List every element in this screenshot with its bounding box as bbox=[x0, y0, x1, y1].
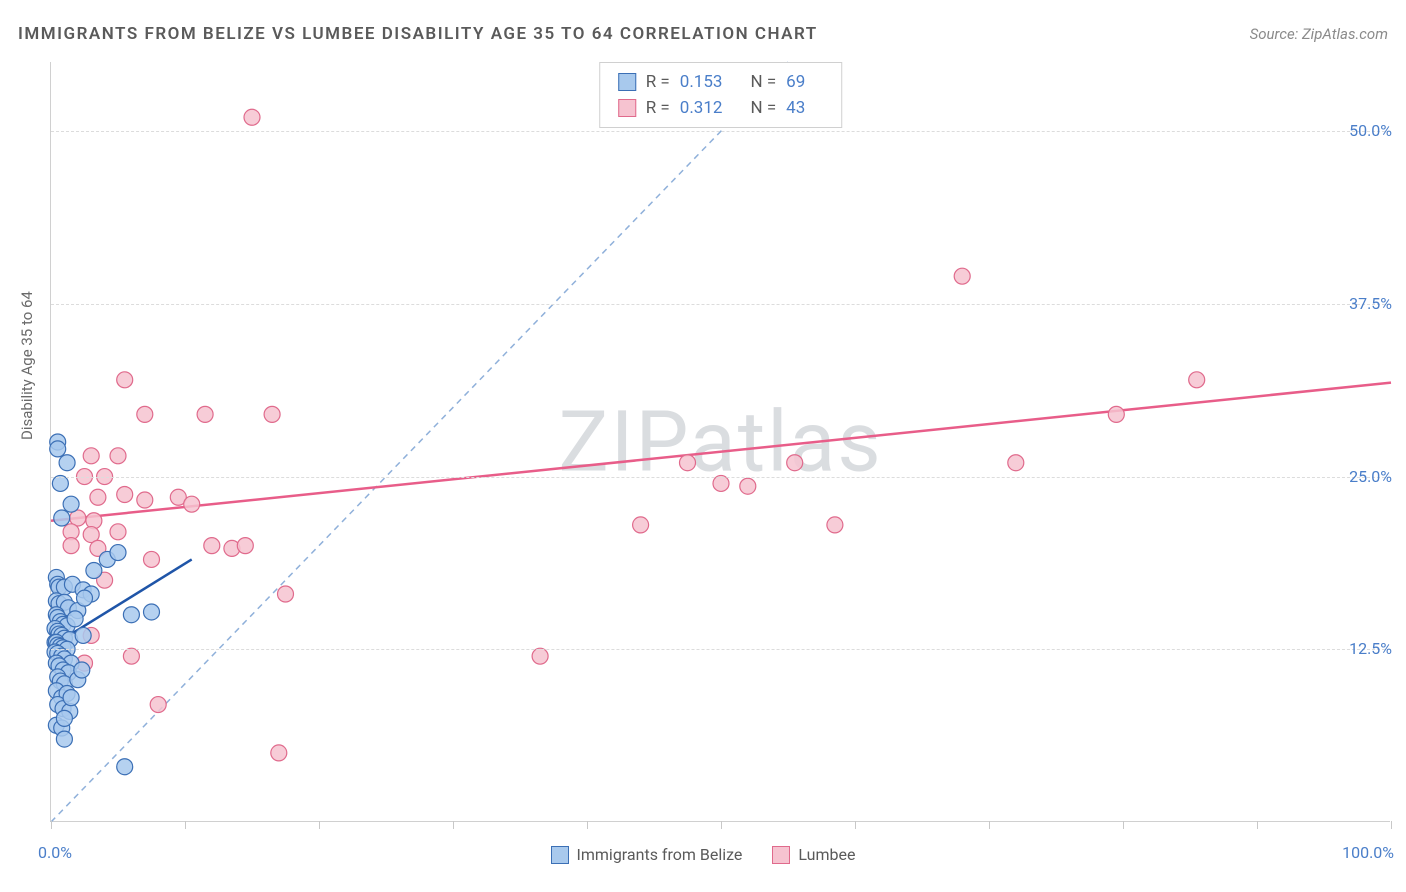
swatch-series2 bbox=[618, 99, 636, 117]
y-axis-tick-label: 25.0% bbox=[1349, 467, 1392, 486]
data-point bbox=[680, 455, 696, 471]
source-attribution: Source: ZipAtlas.com bbox=[1250, 25, 1388, 43]
legend-label-series2: Lumbee bbox=[798, 845, 855, 864]
y-axis-tick-label: 12.5% bbox=[1349, 639, 1392, 658]
data-point bbox=[86, 513, 102, 529]
data-point bbox=[117, 487, 133, 503]
legend-label-series1: Immigrants from Belize bbox=[577, 845, 743, 864]
data-point bbox=[278, 586, 294, 602]
legend-swatch-series2 bbox=[772, 846, 790, 864]
y-axis-label: Disability Age 35 to 64 bbox=[18, 291, 36, 440]
n-label: N = bbox=[750, 98, 776, 118]
data-point bbox=[713, 475, 729, 491]
data-point bbox=[204, 538, 220, 554]
data-point bbox=[110, 524, 126, 540]
r-label: R = bbox=[646, 98, 670, 118]
data-point bbox=[1189, 372, 1205, 388]
data-point bbox=[63, 690, 79, 706]
data-point bbox=[56, 710, 72, 726]
data-point bbox=[787, 455, 803, 471]
data-point bbox=[954, 268, 970, 284]
data-point bbox=[123, 648, 139, 664]
data-point bbox=[244, 109, 260, 125]
data-point bbox=[86, 563, 102, 579]
data-point bbox=[1008, 455, 1024, 471]
data-point bbox=[184, 496, 200, 512]
data-point bbox=[110, 448, 126, 464]
data-point bbox=[237, 538, 253, 554]
legend-item-series1: Immigrants from Belize bbox=[551, 845, 743, 864]
chart-plot-area: ZIPatlas R = 0.153 N = 69 R = 0.312 N = … bbox=[50, 62, 1390, 822]
data-point bbox=[144, 551, 160, 567]
data-point bbox=[75, 627, 91, 643]
r-value-series2: 0.312 bbox=[680, 98, 723, 118]
data-point bbox=[56, 731, 72, 747]
data-point bbox=[117, 372, 133, 388]
data-point bbox=[264, 406, 280, 422]
data-point bbox=[117, 759, 133, 775]
data-point bbox=[63, 496, 79, 512]
r-value-series1: 0.153 bbox=[680, 72, 723, 92]
data-point bbox=[67, 611, 83, 627]
data-point bbox=[740, 478, 756, 494]
data-point bbox=[144, 604, 160, 620]
n-value-series1: 69 bbox=[786, 72, 805, 92]
data-point bbox=[137, 406, 153, 422]
correlation-stats-box: R = 0.153 N = 69 R = 0.312 N = 43 bbox=[599, 62, 843, 128]
stats-row-series1: R = 0.153 N = 69 bbox=[618, 69, 824, 95]
data-point bbox=[1108, 406, 1124, 422]
data-point bbox=[271, 745, 287, 761]
n-value-series2: 43 bbox=[786, 98, 805, 118]
bottom-legend: Immigrants from Belize Lumbee bbox=[0, 845, 1406, 864]
data-point bbox=[77, 590, 93, 606]
y-axis-tick-label: 37.5% bbox=[1349, 294, 1392, 313]
data-point bbox=[83, 448, 99, 464]
data-point bbox=[50, 441, 66, 457]
data-point bbox=[123, 607, 139, 623]
data-point bbox=[90, 489, 106, 505]
y-axis-tick-label: 50.0% bbox=[1349, 121, 1392, 140]
data-point bbox=[52, 475, 68, 491]
data-point bbox=[59, 455, 75, 471]
swatch-series1 bbox=[618, 73, 636, 91]
data-point bbox=[110, 545, 126, 561]
data-point bbox=[137, 492, 153, 508]
data-point bbox=[197, 406, 213, 422]
data-point bbox=[54, 510, 70, 526]
data-point bbox=[63, 538, 79, 554]
data-point bbox=[633, 517, 649, 533]
data-point bbox=[150, 697, 166, 713]
chart-header: IMMIGRANTS FROM BELIZE VS LUMBEE DISABIL… bbox=[18, 24, 1388, 44]
data-point bbox=[74, 662, 90, 678]
chart-title: IMMIGRANTS FROM BELIZE VS LUMBEE DISABIL… bbox=[18, 24, 818, 44]
legend-swatch-series1 bbox=[551, 846, 569, 864]
stats-row-series2: R = 0.312 N = 43 bbox=[618, 95, 824, 121]
scatter-plot-svg bbox=[51, 62, 1391, 822]
legend-item-series2: Lumbee bbox=[772, 845, 855, 864]
data-point bbox=[532, 648, 548, 664]
data-point bbox=[827, 517, 843, 533]
r-label: R = bbox=[646, 72, 670, 92]
n-label: N = bbox=[750, 72, 776, 92]
